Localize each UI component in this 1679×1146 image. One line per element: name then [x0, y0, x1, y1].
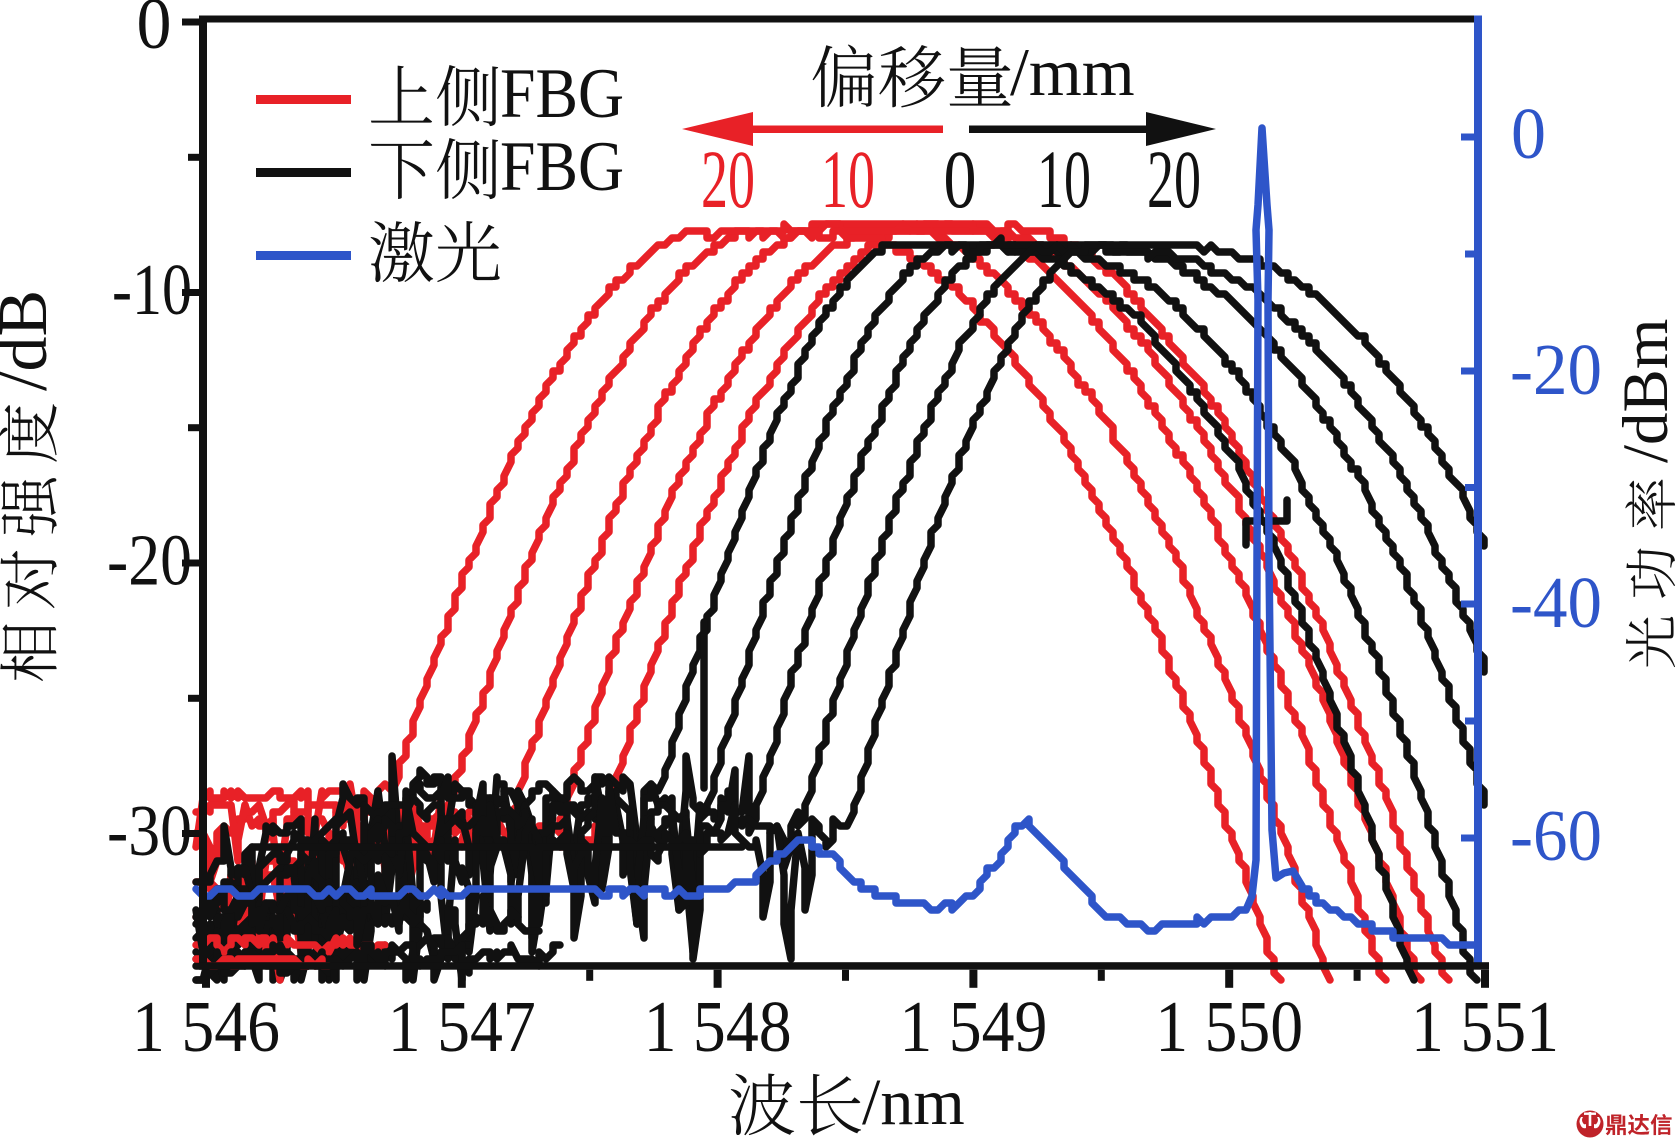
svg-text:-30: -30 — [107, 790, 192, 871]
svg-text:-10: -10 — [112, 249, 192, 330]
svg-text:10: 10 — [821, 133, 875, 225]
svg-text:0: 0 — [137, 0, 172, 64]
svg-text:-40: -40 — [1510, 562, 1602, 643]
svg-text:1 550: 1 550 — [1155, 986, 1303, 1067]
svg-text:-20: -20 — [1510, 329, 1602, 410]
svg-text:-60: -60 — [1510, 795, 1602, 876]
svg-text:-20: -20 — [107, 520, 192, 601]
svg-text:0: 0 — [944, 133, 977, 225]
svg-text:0: 0 — [1511, 93, 1546, 174]
svg-text:10: 10 — [1037, 133, 1091, 225]
svg-text:1 549: 1 549 — [899, 986, 1047, 1067]
svg-text:1 548: 1 548 — [644, 986, 792, 1067]
svg-text:/dB: /dB — [0, 290, 62, 391]
svg-text:1 551: 1 551 — [1411, 986, 1559, 1067]
svg-text:/dBm: /dBm — [1610, 319, 1679, 463]
svg-text:FBG: FBG — [500, 55, 624, 133]
svg-text:1 547: 1 547 — [388, 986, 536, 1067]
svg-text:20: 20 — [1147, 133, 1201, 225]
svg-text:20: 20 — [701, 133, 755, 225]
svg-text:FBG: FBG — [500, 128, 624, 206]
svg-text:/nm: /nm — [862, 1066, 965, 1139]
svg-text:1 546: 1 546 — [132, 986, 280, 1067]
svg-text:/mm: /mm — [1010, 34, 1135, 110]
